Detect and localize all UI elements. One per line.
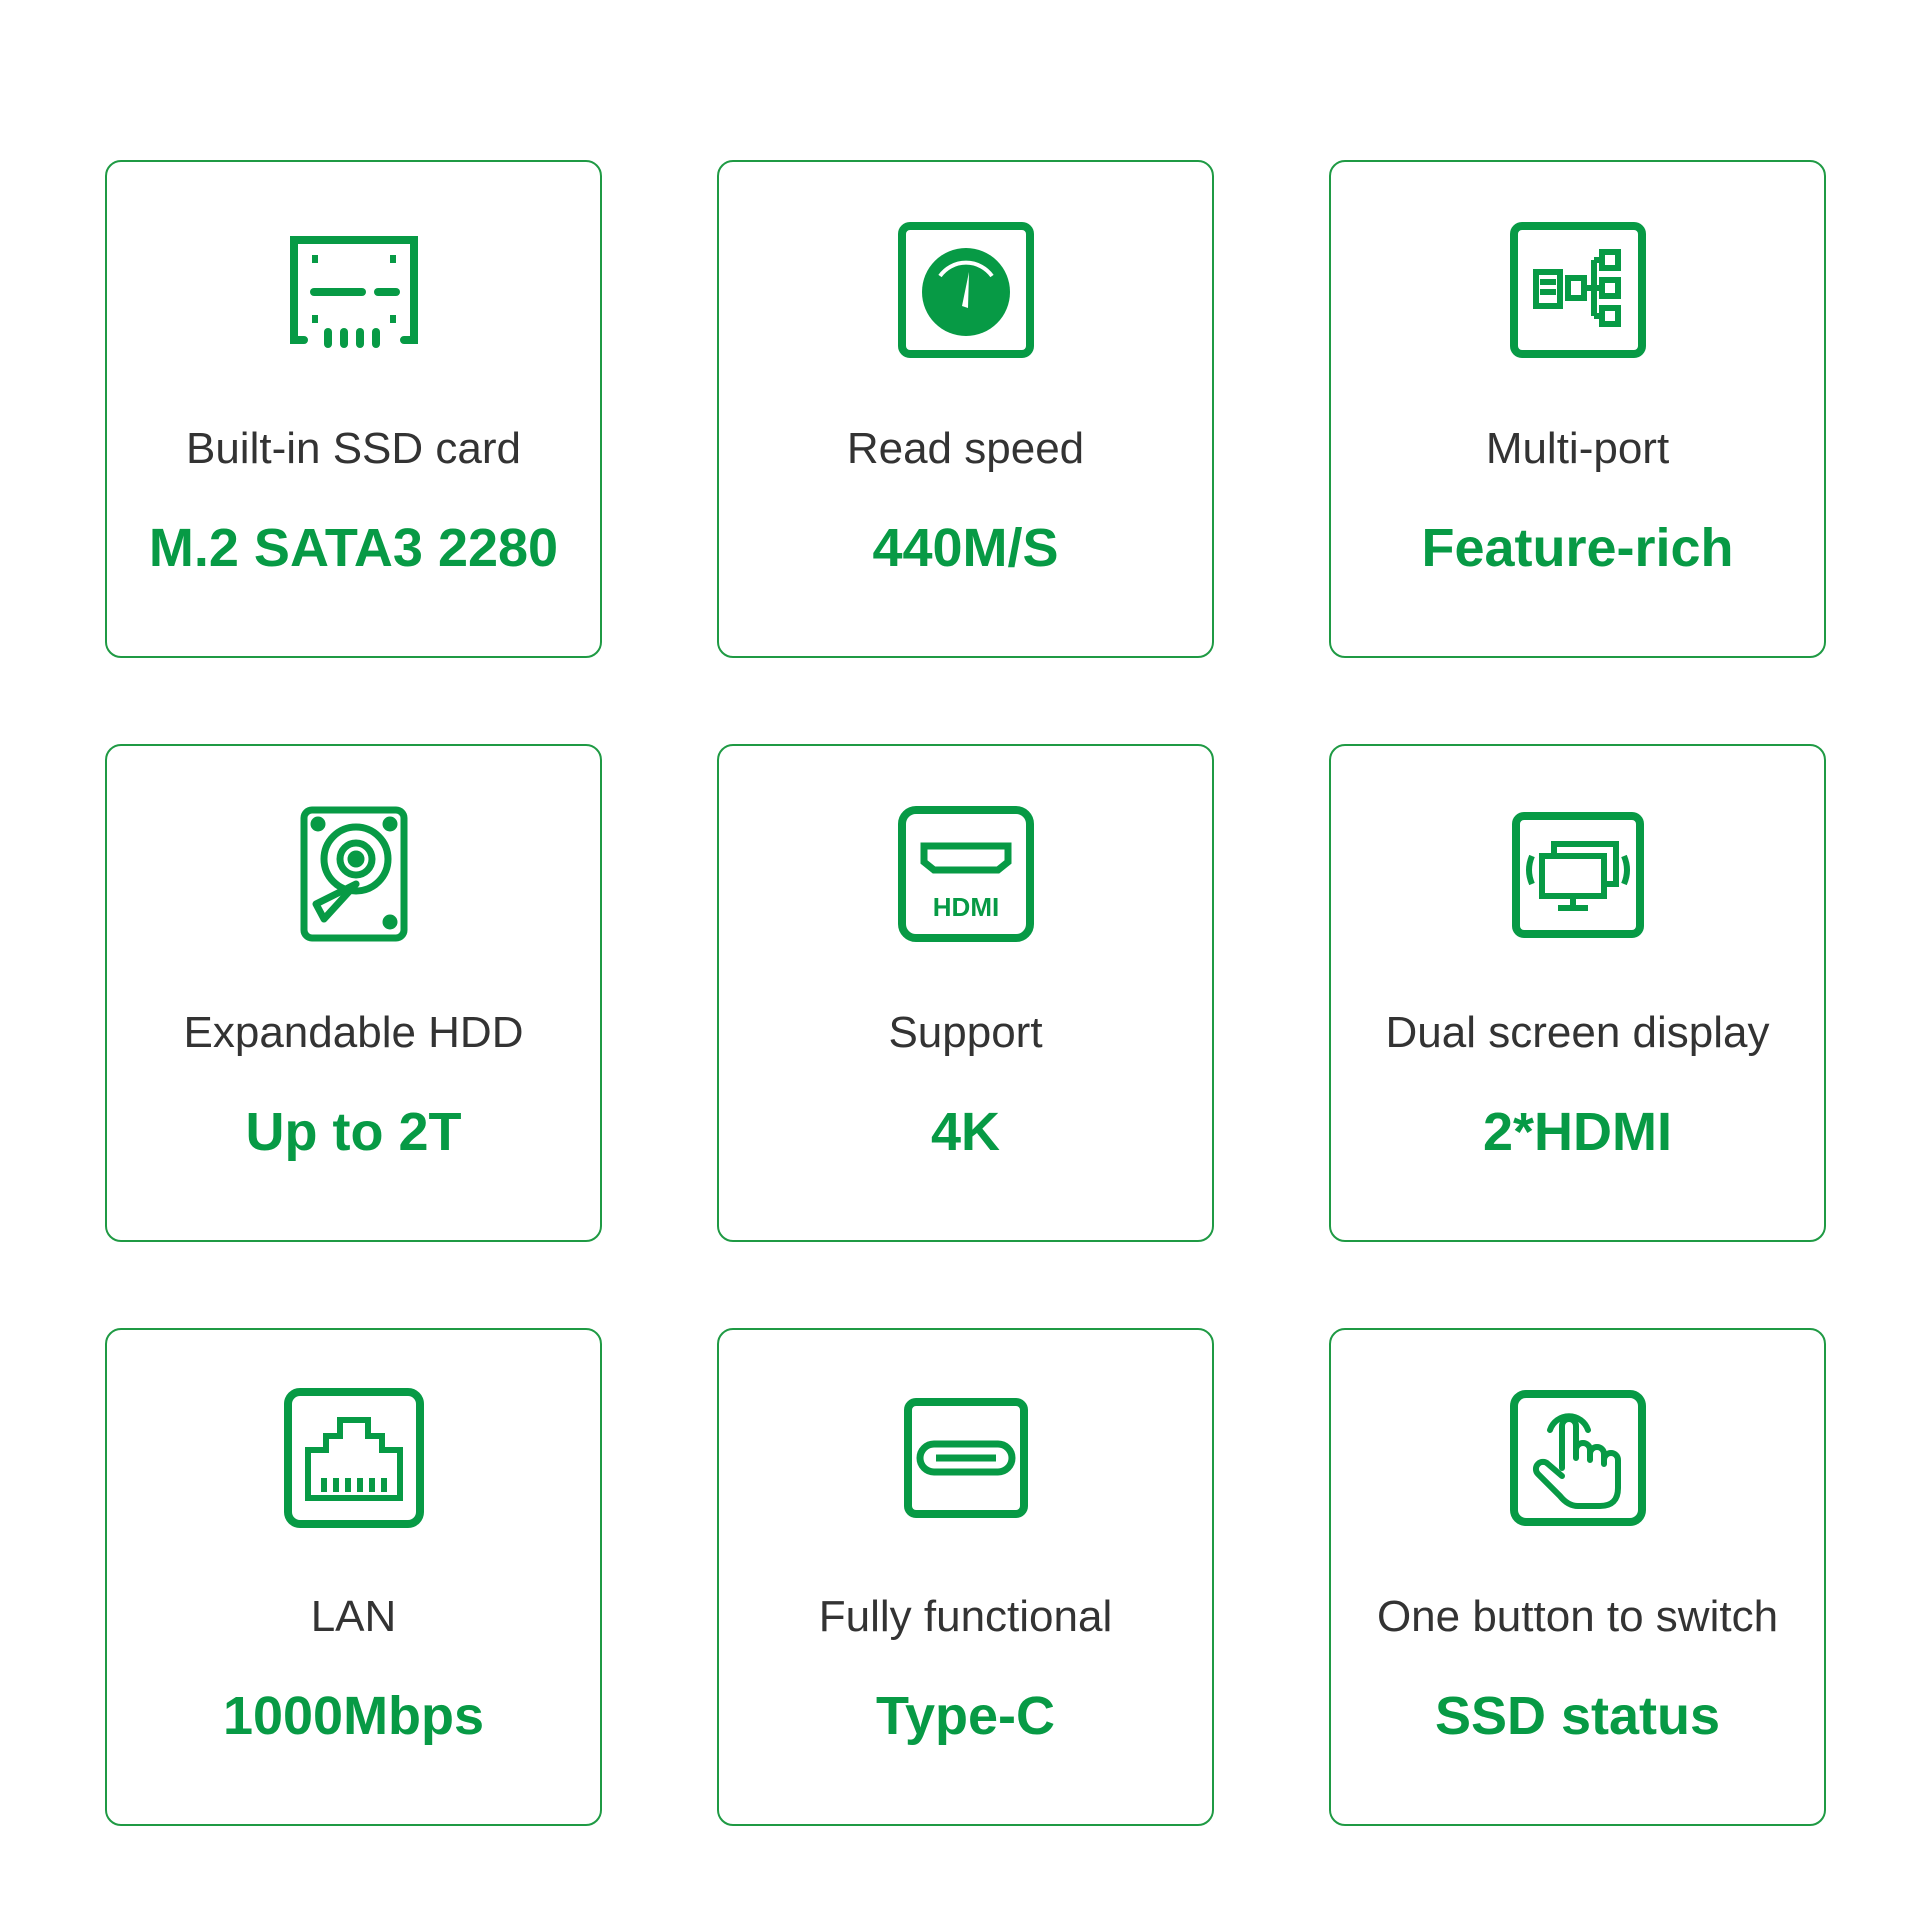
feature-card-lan: LAN 1000Mbps — [105, 1328, 602, 1826]
feature-label: LAN — [310, 1592, 397, 1641]
ssd-card-icon — [284, 220, 424, 360]
feature-label: Read speed — [846, 424, 1085, 473]
feature-label: Built-in SSD card — [185, 424, 521, 473]
feature-value: SSD status — [1434, 1686, 1721, 1746]
hdmi-icon: HDMI — [896, 804, 1036, 944]
feature-card-4k: HDMI Support 4K — [717, 744, 1214, 1242]
feature-card-multi-port: Multi-port Feature-rich — [1329, 160, 1826, 658]
feature-label: Support — [888, 1008, 1043, 1057]
touch-button-icon — [1508, 1388, 1648, 1528]
type-c-icon — [896, 1388, 1036, 1528]
feature-value: Feature-rich — [1421, 518, 1734, 578]
feature-value: 440M/S — [872, 518, 1059, 578]
feature-grid: Built-in SSD card M.2 SATA3 2280 Read sp… — [105, 160, 1826, 1826]
feature-label: Dual screen display — [1385, 1008, 1770, 1057]
feature-label: Multi-port — [1485, 424, 1670, 473]
feature-label: One button to switch — [1376, 1592, 1779, 1641]
feature-label: Expandable HDD — [183, 1008, 524, 1057]
feature-value: 2*HDMI — [1482, 1102, 1673, 1162]
feature-card-read-speed: Read speed 440M/S — [717, 160, 1214, 658]
feature-card-dual-screen: Dual screen display 2*HDMI — [1329, 744, 1826, 1242]
speedometer-icon — [896, 220, 1036, 360]
feature-value: M.2 SATA3 2280 — [148, 518, 559, 578]
feature-label: Fully functional — [818, 1592, 1113, 1641]
hdmi-logo-text: HDMI — [932, 892, 998, 922]
feature-card-hdd: Expandable HDD Up to 2T — [105, 744, 602, 1242]
feature-card-ssd: Built-in SSD card M.2 SATA3 2280 — [105, 160, 602, 658]
feature-value: Up to 2T — [245, 1102, 462, 1162]
feature-card-ssd-switch: One button to switch SSD status — [1329, 1328, 1826, 1826]
lan-port-icon — [283, 1388, 424, 1528]
feature-value: 4K — [930, 1102, 1001, 1162]
multi-port-icon — [1508, 220, 1648, 360]
hdd-icon — [284, 804, 424, 944]
feature-value: Type-C — [875, 1686, 1055, 1746]
dual-screen-icon — [1508, 804, 1648, 944]
feature-card-type-c: Fully functional Type-C — [717, 1328, 1214, 1826]
feature-value: 1000Mbps — [222, 1686, 485, 1746]
